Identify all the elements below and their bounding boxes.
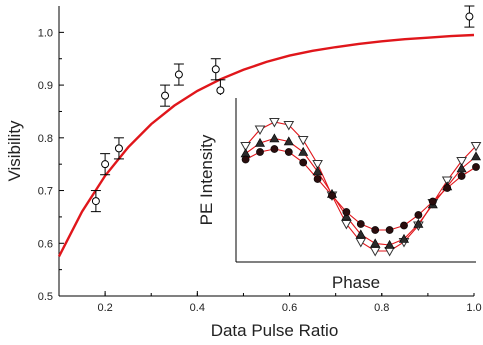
x-tick-label: 0.4	[190, 302, 205, 314]
data-point	[91, 197, 100, 206]
x-tick-label: 1.0	[466, 302, 481, 314]
inset-point-open-triangle	[355, 238, 367, 248]
data-point	[465, 12, 474, 21]
data-point	[211, 65, 220, 74]
inset-point-filled-circle	[457, 172, 466, 180]
inset-point-filled-circle	[385, 226, 394, 234]
inset-point-filled-circle	[400, 221, 408, 230]
inset-point-filled-circle	[328, 191, 336, 200]
x-tick-label: 0.6	[282, 302, 297, 314]
data-point	[161, 91, 170, 100]
inset-point-open-triangle	[297, 136, 309, 146]
inset-point-open-triangle	[341, 220, 352, 230]
inset-point-open-triangle	[441, 176, 453, 187]
inset-point-filled-triangle	[341, 211, 352, 221]
inset-point-filled-circle	[313, 175, 322, 183]
inset-point-filled-circle	[256, 148, 264, 156]
inset-point-filled-triangle	[254, 137, 266, 147]
inset-point-filled-circle	[342, 208, 351, 216]
inset-point-filled-circle	[414, 211, 423, 219]
x-tick-label: 0.2	[97, 302, 112, 314]
inset-point-filled-triangle	[470, 151, 482, 161]
y-tick-label: 0.5	[38, 291, 53, 303]
main-plot: 0.2 0.4 0.6 0.8 1.0 0.5 0.6 0.7 0.8 0.9 1.0 Data Pu…	[5, 5, 482, 340]
y-tick-label: 0.7	[38, 186, 53, 198]
inset-point-filled-circle	[356, 220, 365, 228]
inset-point-open-triangle	[254, 125, 266, 136]
inset-point-open-triangle	[470, 142, 482, 152]
fit-curve	[57, 33, 475, 258]
y-tick-label: 1.0	[38, 27, 53, 39]
inset-point-filled-circle	[241, 155, 250, 164]
y-axis-title: Visibility	[5, 120, 24, 182]
inset-point-filled-triangle	[298, 146, 309, 156]
inset-point-filled-triangle	[269, 133, 280, 143]
data-point	[174, 70, 183, 79]
inset-point-filled-circle	[428, 197, 437, 206]
inset-point-filled-triangle	[456, 163, 467, 173]
x-axis-title: Data Pulse Ratio	[211, 321, 339, 340]
inset-point-filled-triangle	[283, 136, 294, 146]
inset-point-open-triangle	[269, 118, 280, 128]
x-tick-label: 0.8	[374, 302, 389, 314]
inset-point-filled-triangle	[355, 229, 366, 239]
y-tick-label: 0.8	[38, 133, 53, 145]
inset-background	[198, 95, 480, 293]
inset-point-filled-circle	[443, 184, 452, 192]
inset-point-filled-circle	[472, 163, 480, 171]
inset-point-filled-triangle	[398, 233, 410, 243]
inset-point-open-triangle	[312, 160, 323, 170]
y-tick-label: 0.6	[38, 238, 53, 250]
inset-point-filled-circle	[371, 226, 380, 234]
inset-point-filled-triangle	[384, 239, 395, 249]
data-point	[101, 160, 110, 169]
inset-point-filled-triangle	[370, 238, 381, 248]
inset-point-filled-triangle	[413, 218, 424, 228]
inset-x-axis-title: Phase	[332, 273, 380, 292]
data-point	[114, 144, 123, 153]
inset-point-open-triangle	[369, 247, 381, 257]
inset-point-open-triangle	[240, 142, 251, 152]
inset-point-open-triangle	[456, 157, 467, 167]
inset-point-filled-circle	[299, 158, 308, 167]
y-tick-label: 0.9	[38, 80, 53, 92]
inset-point-filled-circle	[284, 148, 293, 156]
inset-point-filled-triangle	[312, 166, 323, 176]
inset-plot: Phase PE Intensity	[197, 95, 482, 293]
inset-point-filled-circle	[270, 145, 279, 153]
inset-y-axis-title: PE Intensity	[197, 134, 216, 225]
inset-point-open-triangle	[283, 121, 295, 131]
data-point	[216, 86, 225, 95]
